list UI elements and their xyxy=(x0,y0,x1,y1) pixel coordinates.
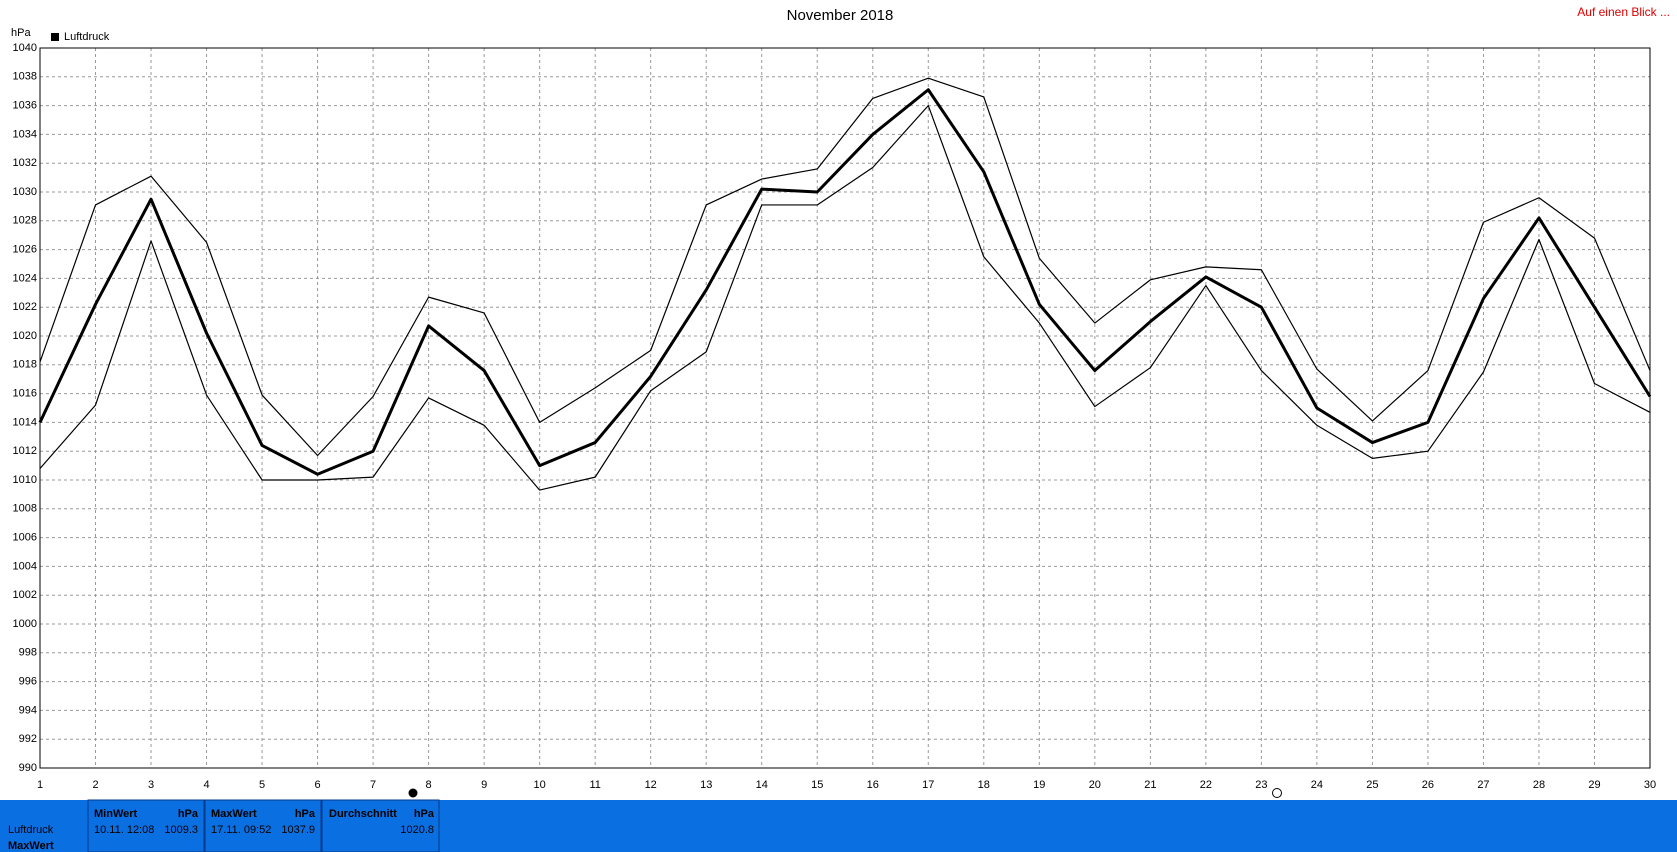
y-tick-label: 1016 xyxy=(13,388,37,400)
column-unit: hPa xyxy=(414,808,435,820)
row-label: MaxWert xyxy=(8,840,54,852)
x-tick-label: 30 xyxy=(1644,779,1656,791)
y-tick-label: 1020 xyxy=(13,330,37,342)
x-tick-label: 27 xyxy=(1477,779,1489,791)
x-tick-label: 7 xyxy=(370,779,376,791)
y-tick-label: 1024 xyxy=(13,272,37,284)
y-tick-label: 1038 xyxy=(13,71,37,83)
x-tick-label: 1 xyxy=(37,779,43,791)
y-unit: hPa xyxy=(11,27,31,39)
overview-link[interactable]: Auf einen Blick ... xyxy=(1577,5,1670,19)
column-header: MinWert xyxy=(94,808,138,820)
x-tick-label: 8 xyxy=(426,779,432,791)
series-line xyxy=(39,105,1651,491)
x-tick-label: 10 xyxy=(534,779,546,791)
legend-swatch xyxy=(51,33,59,41)
max-value: 1037.9 xyxy=(281,824,315,836)
y-tick-label: 1012 xyxy=(13,445,37,457)
x-tick-label: 4 xyxy=(203,779,209,791)
x-tick-label: 19 xyxy=(1033,779,1045,791)
max-time: 17.11. 09:52 xyxy=(211,824,271,836)
column-header: Durchschnitt xyxy=(329,808,397,820)
y-tick-label: 994 xyxy=(19,704,37,716)
x-tick-label: 16 xyxy=(867,779,879,791)
panel-cell xyxy=(321,799,440,852)
y-tick-label: 1004 xyxy=(13,560,37,572)
y-tick-label: 1008 xyxy=(13,503,37,515)
panel-background xyxy=(0,800,1677,852)
x-tick-label: 25 xyxy=(1366,779,1378,791)
series-line xyxy=(38,88,1652,476)
x-tick-label: 28 xyxy=(1533,779,1545,791)
series-line xyxy=(39,77,1651,457)
x-tick-label: 21 xyxy=(1144,779,1156,791)
column-header: MaxWert xyxy=(211,808,257,820)
plot-frame xyxy=(39,47,1651,769)
x-tick-label: 5 xyxy=(259,779,265,791)
column-unit: hPa xyxy=(295,808,316,820)
chart-title: November 2018 xyxy=(787,7,894,24)
plot-area: 9909929949969981000100210041006100810101… xyxy=(13,42,1657,791)
x-tick-label: 6 xyxy=(315,779,321,791)
moon-icon xyxy=(1272,788,1282,798)
y-tick-label: 1006 xyxy=(13,532,37,544)
y-tick-label: 1002 xyxy=(13,589,37,601)
x-tick-label: 29 xyxy=(1588,779,1600,791)
y-tick-label: 1022 xyxy=(13,301,37,313)
x-tick-label: 15 xyxy=(811,779,823,791)
x-tick-label: 23 xyxy=(1255,779,1267,791)
x-tick-label: 18 xyxy=(978,779,990,791)
x-tick-label: 26 xyxy=(1422,779,1434,791)
y-tick-label: 996 xyxy=(19,676,37,688)
y-tick-label: 998 xyxy=(19,647,37,659)
x-tick-label: 11 xyxy=(589,779,600,791)
y-tick-label: 990 xyxy=(19,762,37,774)
x-tick-label: 24 xyxy=(1311,779,1323,791)
x-tick-label: 12 xyxy=(645,779,657,791)
y-tick-label: 992 xyxy=(19,733,37,745)
y-tick-label: 1036 xyxy=(13,100,37,112)
legend-label: Luftdruck xyxy=(64,31,110,43)
x-tick-label: 3 xyxy=(148,779,154,791)
y-tick-label: 1032 xyxy=(13,157,37,169)
y-tick-label: 1030 xyxy=(13,186,37,198)
x-tick-label: 22 xyxy=(1200,779,1212,791)
panel-cell xyxy=(87,799,205,852)
row-label: Luftdruck xyxy=(8,824,54,836)
x-tick-label: 13 xyxy=(700,779,712,791)
y-tick-label: 1026 xyxy=(13,244,37,256)
stats-panel: Luftdruck MaxWert MinWert hPa 10.11. 12:… xyxy=(0,799,1677,852)
y-tick-label: 1028 xyxy=(13,215,37,227)
x-tick-label: 17 xyxy=(922,779,934,791)
average-value: 1020.8 xyxy=(400,824,434,836)
y-tick-label: 1034 xyxy=(13,128,37,140)
y-tick-label: 1040 xyxy=(13,42,37,54)
column-unit: hPa xyxy=(178,808,199,820)
x-tick-label: 2 xyxy=(92,779,98,791)
moon-icon xyxy=(408,788,418,798)
y-tick-label: 1018 xyxy=(13,359,37,371)
y-tick-label: 1014 xyxy=(13,416,37,428)
panel-cell xyxy=(204,799,322,852)
y-tick-label: 1010 xyxy=(13,474,37,486)
min-time: 10.11. 12:08 xyxy=(94,824,154,836)
min-value: 1009.3 xyxy=(164,824,198,836)
x-tick-label: 20 xyxy=(1089,779,1101,791)
x-tick-label: 9 xyxy=(481,779,487,791)
x-tick-label: 14 xyxy=(756,779,768,791)
y-tick-label: 1000 xyxy=(13,618,37,630)
